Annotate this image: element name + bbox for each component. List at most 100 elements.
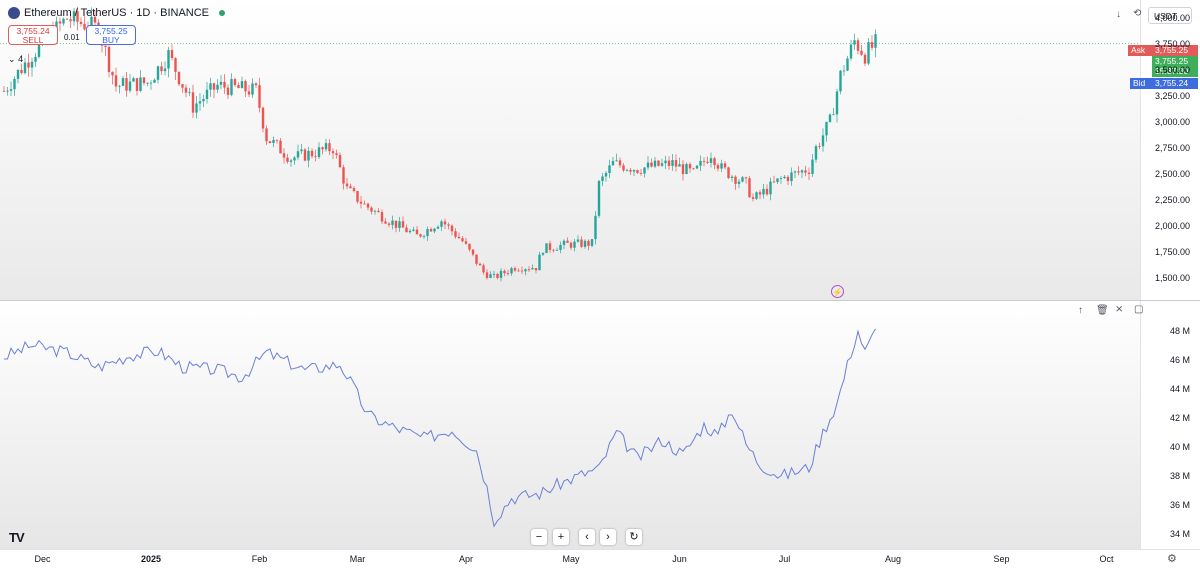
candle-body (205, 89, 209, 99)
ask-tag-price: 3,755.25 (1152, 45, 1198, 56)
candle-body (867, 42, 870, 64)
candle-body (706, 161, 709, 163)
scroll-right-button[interactable]: › (600, 529, 616, 545)
candle-body (531, 268, 534, 270)
scroll-left-button[interactable]: ‹ (579, 529, 595, 545)
settings-icon[interactable]: ⚙ (1167, 553, 1177, 565)
candle-body (265, 128, 268, 142)
candle-body (303, 149, 307, 161)
candle-body (573, 241, 576, 248)
sell-button[interactable]: 3,755.24 SELL (8, 25, 58, 45)
reset-chart-button[interactable]: ↻ (626, 529, 642, 545)
legend-collapse-toggle[interactable]: ⌄ 4 (8, 54, 23, 65)
candle-body (506, 273, 510, 274)
candle-body (625, 169, 629, 171)
candle-body (293, 157, 296, 161)
candle-body (674, 160, 678, 167)
buy-button[interactable]: 3,755.25 BUY (86, 25, 136, 45)
candle-body (790, 172, 793, 182)
candle-body (237, 85, 240, 89)
candle-body (678, 164, 681, 167)
candle-body (597, 180, 601, 216)
candle-body (209, 83, 212, 90)
candle-body (401, 221, 405, 228)
candle-body (611, 160, 615, 166)
candles-group (2, 6, 877, 282)
candle-body (702, 160, 706, 162)
price-tick-label: 1,500.00 (1154, 272, 1190, 283)
candle-body (622, 165, 625, 171)
candle-body (860, 50, 863, 55)
candle-body (590, 239, 594, 246)
indicator-tick-label: 34 M (1169, 529, 1190, 540)
candle-body (804, 170, 807, 173)
ask-tag-label: Ask (1128, 45, 1152, 56)
candle-body (524, 269, 527, 272)
candle-body (6, 90, 9, 92)
candle-body (681, 164, 685, 175)
pane-divider[interactable] (0, 300, 1200, 301)
candle-body (244, 81, 247, 92)
tradingview-logo[interactable]: TV (9, 530, 25, 545)
lightning-icon[interactable]: ⚡ (831, 285, 844, 298)
time-tick-label: Feb (251, 554, 268, 564)
candle-body (268, 141, 272, 143)
zoom-out-button[interactable]: − (531, 529, 547, 545)
candle-body (699, 160, 702, 166)
candle-body (436, 226, 440, 229)
candle-body (76, 11, 79, 22)
zoom-in-button[interactable]: + (553, 529, 569, 545)
candle-body (569, 242, 573, 248)
candle-body (132, 78, 135, 82)
symbol-legend[interactable]: Ethereum / TetherUS · 1D · BINANCE (8, 7, 226, 19)
candle-body (692, 168, 695, 170)
candle-body (709, 158, 713, 163)
candle-body (482, 265, 485, 273)
time-axis[interactable] (0, 549, 1200, 568)
candle-body (16, 69, 20, 79)
candle-body (538, 254, 541, 271)
ethereum-coin-icon (8, 7, 20, 19)
candle-body (219, 81, 223, 85)
candle-body (170, 50, 174, 58)
candle-body (555, 249, 559, 251)
collapse-icon[interactable]: ⨯ (1115, 304, 1124, 315)
candle-body (373, 210, 377, 212)
buy-price: 3,755.25 (94, 26, 128, 36)
candle-body (643, 167, 646, 174)
arrow-down-icon[interactable]: ↓ (1116, 9, 1121, 20)
candle-body (499, 270, 503, 278)
candle-body (821, 135, 825, 147)
trash-icon[interactable]: 🗑 (1096, 305, 1109, 316)
candle-body (685, 164, 688, 175)
candle-body (282, 153, 286, 158)
indicator-pane[interactable] (0, 301, 1140, 549)
candle-body (429, 229, 433, 232)
candle-body (331, 151, 335, 154)
candle-body (139, 77, 142, 91)
candle-body (349, 186, 352, 189)
candle-body (762, 188, 765, 195)
candle-body (755, 192, 758, 199)
arrow-up-icon[interactable]: ↑ (1078, 305, 1083, 316)
maximize-icon[interactable]: ▢ (1134, 304, 1144, 315)
candle-body (300, 149, 303, 152)
indicator-tick-label: 36 M (1169, 500, 1190, 511)
candle-body (492, 273, 496, 275)
price-pane[interactable] (0, 0, 1140, 300)
candle-body (226, 87, 230, 95)
refresh-icon[interactable]: ⟲ (1133, 8, 1142, 19)
price-tick-label: 3,750.00 (1154, 39, 1190, 50)
candle-body (230, 79, 233, 95)
candle-body (863, 54, 867, 64)
currency-select[interactable]: USDT (1148, 7, 1192, 24)
currency-value: USDT (1154, 11, 1178, 21)
indicator-axis[interactable] (1140, 301, 1200, 549)
candle-body (450, 225, 454, 232)
candle-body (177, 71, 181, 85)
candle-body (146, 82, 149, 84)
spread-value: 0.01 (64, 33, 80, 42)
candle-body (37, 44, 41, 57)
candle-body (517, 270, 520, 272)
indicator-tick-label: 42 M (1169, 412, 1190, 423)
